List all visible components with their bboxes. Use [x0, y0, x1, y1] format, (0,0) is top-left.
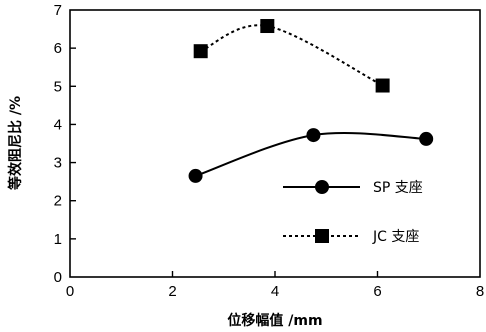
y-tick-label: 1: [54, 231, 62, 248]
series-line-jc: [200, 24, 384, 87]
legend-marker-sp: [315, 180, 329, 194]
series-layer: [188, 19, 434, 183]
data-point-jc: [193, 44, 208, 59]
x-tick-label: 6: [373, 283, 381, 300]
legend-label-sp: SP 支座: [373, 180, 423, 196]
y-tick-label: 4: [54, 116, 62, 133]
data-point-sp: [188, 168, 203, 183]
y-tick-label: 6: [54, 40, 62, 57]
x-axis-title: 位移幅值 /mm: [227, 312, 322, 329]
y-axis-ticks: 0 1 2 3 4 5 6 7: [54, 2, 76, 286]
y-tick-label: 3: [54, 155, 62, 172]
x-tick-label: 2: [168, 283, 176, 300]
x-tick-label: 8: [476, 283, 484, 300]
y-axis-title: 等效阻尼比 /%: [7, 96, 24, 190]
y-tick-label: 0: [54, 269, 62, 286]
data-point-jc: [260, 19, 275, 34]
y-tick-label: 5: [54, 78, 62, 95]
legend-marker-jc: [315, 229, 329, 243]
data-point-jc: [375, 78, 390, 93]
data-point-sp: [419, 131, 434, 146]
y-tick-label: 7: [54, 2, 62, 19]
x-tick-label: 4: [271, 283, 279, 300]
x-axis-ticks: 0 2 4 6 8: [66, 271, 484, 300]
y-tick-label: 2: [54, 193, 62, 210]
x-tick-label: 0: [66, 283, 74, 300]
data-point-sp: [306, 128, 321, 143]
legend: SP 支座 JC 支座: [283, 180, 423, 245]
legend-label-jc: JC 支座: [372, 229, 419, 245]
